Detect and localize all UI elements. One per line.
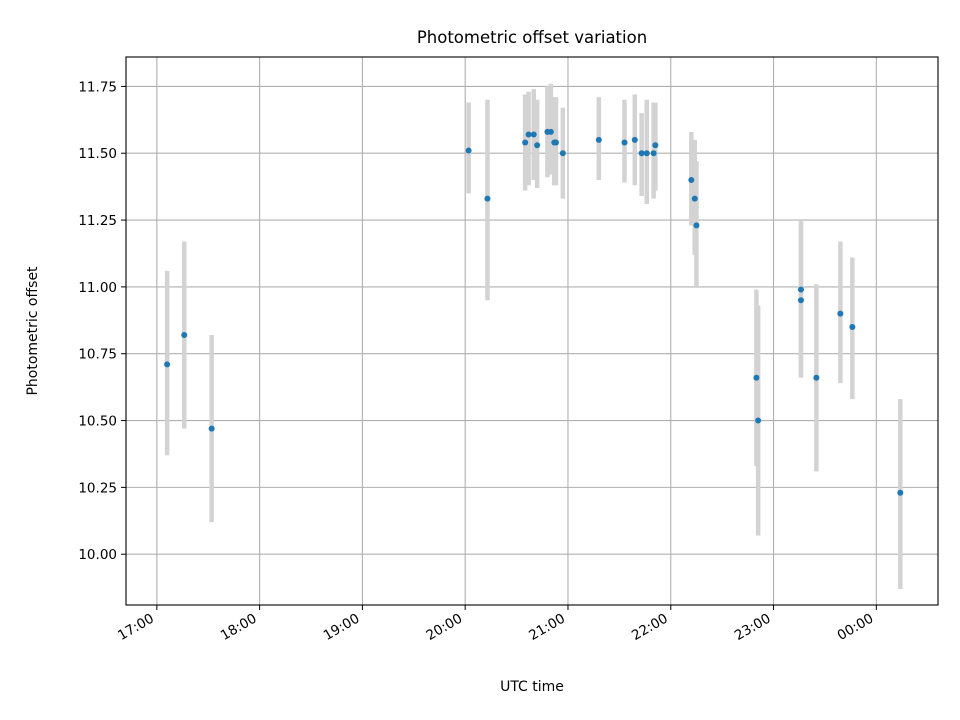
y-tick-label: 10.50 (78, 414, 117, 430)
data-point (465, 147, 472, 154)
y-tick-label: 11.50 (78, 146, 117, 162)
error-bars (164, 83, 903, 589)
x-tick-label: 19:00 (321, 611, 363, 644)
x-axis-ticks: 17:00 18:00 19:00 20:00 21:00 22:00 23:00 00:00 (115, 605, 877, 644)
data-point (525, 131, 532, 138)
data-point (552, 139, 559, 146)
chart-title: Photometric offset variation (417, 28, 647, 47)
data-point (164, 361, 171, 368)
y-tick-label: 11.75 (78, 79, 117, 95)
y-tick-label: 11.00 (78, 280, 117, 296)
data-point (621, 139, 628, 146)
data-point (530, 131, 537, 138)
data-point (650, 150, 657, 157)
data-point (813, 374, 820, 381)
y-tick-label: 11.25 (78, 213, 117, 229)
data-point (631, 136, 638, 143)
x-tick-label: 22:00 (629, 611, 671, 644)
data-point (849, 323, 856, 330)
plot-frame (125, 56, 939, 606)
y-tick-label: 10.00 (78, 547, 117, 563)
data-point (484, 195, 491, 202)
data-point (522, 139, 529, 146)
x-axis-label: UTC time (500, 679, 564, 695)
data-point (595, 136, 602, 143)
y-tick-label: 10.25 (78, 480, 117, 496)
data-points (164, 128, 904, 496)
x-tick-label: 00:00 (835, 611, 877, 644)
y-axis-label: Photometric offset (25, 266, 41, 396)
data-point (797, 297, 804, 304)
x-tick-label: 17:00 (115, 611, 157, 644)
data-point (688, 176, 695, 183)
x-tick-label: 18:00 (218, 611, 260, 644)
data-point (691, 195, 698, 202)
data-point (638, 150, 645, 157)
data-point (897, 489, 904, 496)
data-point (797, 286, 804, 293)
y-axis-ticks: 10.00 10.25 10.50 10.75 11.00 11.25 11.50 11.75 (78, 79, 126, 563)
data-point (181, 332, 188, 339)
data-point (643, 150, 650, 157)
x-tick-label: 20:00 (423, 611, 465, 644)
data-point (837, 310, 844, 317)
data-point (559, 150, 566, 157)
y-tick-label: 10.75 (78, 347, 117, 363)
data-point (208, 425, 215, 432)
data-point (547, 128, 554, 135)
data-point (534, 142, 541, 149)
data-point (755, 417, 762, 424)
x-tick-label: 21:00 (526, 611, 568, 644)
data-point (652, 142, 659, 149)
x-tick-label: 23:00 (732, 611, 774, 644)
data-point (693, 222, 700, 229)
data-point (753, 374, 760, 381)
